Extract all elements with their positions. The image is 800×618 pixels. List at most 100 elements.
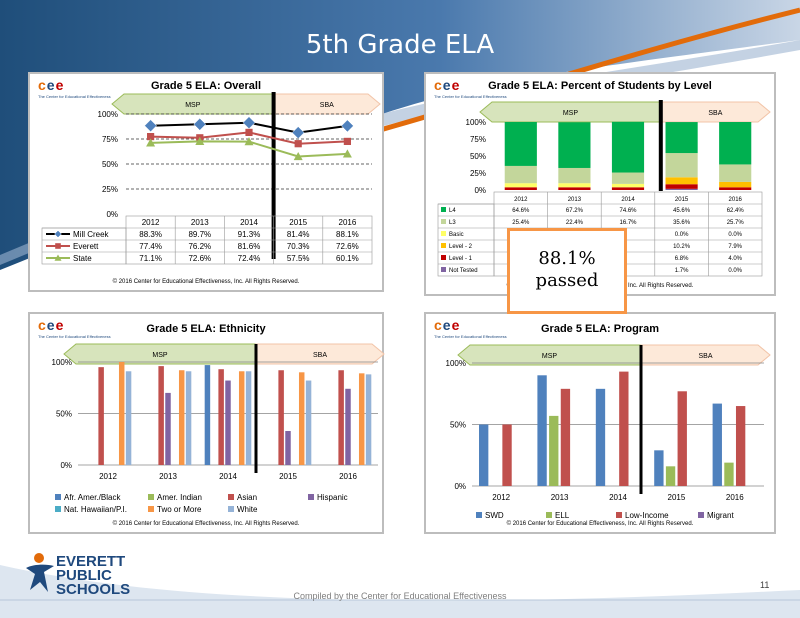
bar xyxy=(724,462,734,486)
cee-logo: cee xyxy=(434,317,461,333)
bar-segment xyxy=(719,187,752,190)
bar-segment xyxy=(719,122,752,165)
data-point xyxy=(294,140,302,148)
bar xyxy=(502,424,512,486)
bar xyxy=(165,392,171,465)
bar xyxy=(619,371,629,486)
page-number: 11 xyxy=(760,580,770,590)
bar-segment xyxy=(504,165,537,184)
bar-segment xyxy=(611,187,645,190)
data-label: 0.0% xyxy=(728,232,742,238)
data-point xyxy=(146,138,156,147)
bar xyxy=(185,371,192,465)
copyright: © 2016 Center for Educational Effectiven… xyxy=(112,521,300,527)
cee-logo-tagline: The Center for Educational Effectiveness xyxy=(434,94,507,99)
footer-credit: Compiled by the Center for Educational E… xyxy=(293,591,507,601)
legend-swatch xyxy=(441,231,446,236)
bar xyxy=(654,450,664,486)
y-tick-label: 100% xyxy=(446,359,466,368)
sba-label: SBA xyxy=(313,352,327,359)
bar-segment xyxy=(558,187,591,190)
data-label: 25.7% xyxy=(727,220,745,226)
y-tick-label: 100% xyxy=(52,358,72,367)
x-tick-label: 2012 xyxy=(514,197,528,203)
bar xyxy=(560,388,571,486)
legend-swatch xyxy=(55,506,61,512)
y-tick-label: 50% xyxy=(102,160,118,169)
legend-swatch xyxy=(616,512,622,518)
data-label: 62.4% xyxy=(727,208,745,214)
data-label: 81.6% xyxy=(238,242,261,251)
x-tick-label: 2015 xyxy=(668,493,686,502)
x-tick-label: 2012 xyxy=(99,472,117,481)
data-point xyxy=(245,128,253,136)
legend-swatch xyxy=(228,494,234,500)
callout-label: passed xyxy=(535,270,599,291)
legend-swatch xyxy=(546,512,552,518)
bar xyxy=(178,370,185,465)
x-tick-label: 2016 xyxy=(339,218,357,227)
data-point xyxy=(343,137,351,145)
bar xyxy=(549,415,559,486)
x-tick-label: 2014 xyxy=(621,197,635,203)
legend-label: Hispanic xyxy=(317,493,348,502)
legend-label: Low-Income xyxy=(625,511,669,520)
data-point xyxy=(244,137,254,146)
bar-segment xyxy=(504,187,537,190)
data-label: 64.6% xyxy=(512,208,530,214)
data-label: 16.7% xyxy=(619,220,637,226)
bar-segment xyxy=(558,183,591,188)
cee-logo: cee xyxy=(38,317,65,333)
data-point xyxy=(195,136,205,145)
cee-logo-tagline: The Center for Educational Effectiveness xyxy=(434,334,507,339)
x-tick-label: 2016 xyxy=(729,197,743,203)
bar xyxy=(218,369,224,465)
legend-swatch xyxy=(441,255,446,260)
y-tick-label: 0% xyxy=(60,461,72,470)
bar xyxy=(479,424,489,486)
callout-value: 88.1% xyxy=(538,248,596,269)
sba-label: SBA xyxy=(320,102,334,109)
data-label: 88.1% xyxy=(336,230,359,239)
data-label: 22.4% xyxy=(566,220,584,226)
copyright: © 2016 Center for Educational Effectiven… xyxy=(112,279,300,285)
legend-label: Not Tested xyxy=(449,268,478,274)
legend-label: ELL xyxy=(555,511,570,520)
y-tick-label: 0% xyxy=(106,210,118,219)
program-bar-chart: MSP SBA 0% 50% 100% 2012 2013 2014 2015 2016 SWD EL… xyxy=(446,344,771,520)
data-label: 72.6% xyxy=(188,254,211,263)
legend-swatch xyxy=(148,506,154,512)
bar xyxy=(345,388,351,465)
y-tick-label: 50% xyxy=(450,421,466,430)
data-label: 71.1% xyxy=(139,254,162,263)
legend-label: L3 xyxy=(449,220,456,226)
bar-segment xyxy=(504,183,537,188)
bar-segment xyxy=(665,177,698,185)
bar xyxy=(735,406,746,486)
passed-callout: 88.1% passed xyxy=(507,228,627,314)
data-label: 60.1% xyxy=(336,254,359,263)
bar-segment xyxy=(719,181,752,188)
data-label: 1.7% xyxy=(675,268,689,274)
data-point xyxy=(54,254,62,261)
x-tick-label: 2014 xyxy=(219,472,237,481)
x-tick-label: 2012 xyxy=(142,218,160,227)
legend-label: L4 xyxy=(449,208,456,214)
bar xyxy=(204,365,211,465)
data-label: 81.4% xyxy=(287,230,310,239)
bar-segment xyxy=(719,164,752,182)
legend-label: SWD xyxy=(485,511,504,520)
x-tick-label: 2013 xyxy=(568,197,582,203)
legend-label: Basic xyxy=(449,232,464,238)
legend-label: Two or More xyxy=(157,505,202,514)
panel-overall: cee The Center for Educational Effective… xyxy=(28,72,384,292)
legend-swatch xyxy=(698,512,704,518)
x-tick-label: 2015 xyxy=(675,197,689,203)
bar xyxy=(298,372,305,465)
bar xyxy=(285,431,291,465)
data-label: 89.7% xyxy=(188,230,211,239)
legend-label: Afr. Amer./Black xyxy=(64,493,121,502)
bar xyxy=(305,380,312,465)
everett-logo-text: EVERETT PUBLIC SCHOOLS xyxy=(56,553,131,598)
bar xyxy=(98,367,104,465)
